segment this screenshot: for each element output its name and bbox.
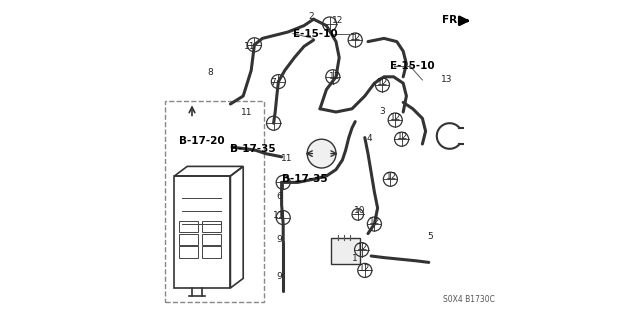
Bar (202, 234, 221, 245)
FancyBboxPatch shape (332, 238, 360, 264)
Text: 12: 12 (356, 243, 368, 252)
Text: FR.: FR. (442, 15, 461, 25)
Text: 6: 6 (276, 192, 282, 201)
Text: 11: 11 (244, 42, 255, 51)
Bar (179, 246, 198, 258)
Text: S0X4 B1730C: S0X4 B1730C (443, 295, 495, 304)
Text: 12: 12 (397, 132, 408, 141)
Text: B-17-35: B-17-35 (282, 174, 327, 184)
Text: 11: 11 (241, 108, 253, 117)
Text: 9: 9 (276, 236, 282, 244)
Text: B-17-20: B-17-20 (179, 136, 225, 146)
Text: 9: 9 (276, 272, 282, 281)
Text: 2: 2 (308, 12, 314, 20)
Text: 11: 11 (273, 211, 285, 220)
Bar (202, 221, 221, 232)
Text: 12: 12 (329, 72, 340, 81)
Text: 13: 13 (442, 75, 452, 84)
Text: E-15-10: E-15-10 (390, 60, 435, 71)
Text: 3: 3 (380, 107, 385, 116)
Text: 12: 12 (377, 78, 388, 87)
Text: 12: 12 (390, 113, 401, 122)
Text: 12: 12 (386, 172, 397, 181)
Text: 1: 1 (353, 254, 358, 263)
Text: 11: 11 (281, 154, 292, 163)
Text: 8: 8 (208, 68, 213, 76)
Text: 12: 12 (358, 264, 370, 273)
Text: B-17-35: B-17-35 (230, 144, 276, 154)
Circle shape (307, 139, 336, 168)
Bar (202, 246, 221, 258)
Text: E-15-10: E-15-10 (292, 28, 337, 39)
Text: 10: 10 (354, 206, 365, 215)
Text: 5: 5 (428, 232, 433, 241)
Text: 12: 12 (332, 16, 343, 25)
Text: 7: 7 (270, 78, 275, 87)
Text: 12: 12 (369, 217, 381, 226)
Bar (179, 234, 198, 245)
Text: 12: 12 (350, 33, 362, 42)
Text: 4: 4 (367, 134, 372, 143)
Bar (179, 221, 198, 232)
